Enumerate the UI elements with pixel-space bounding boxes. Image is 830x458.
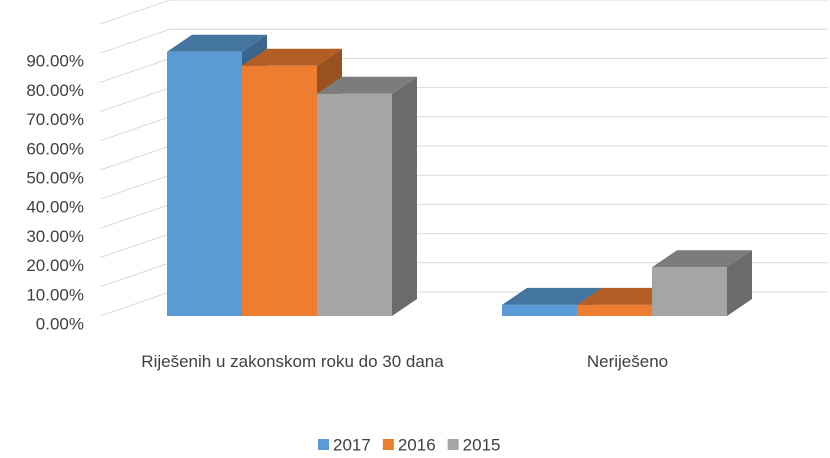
legend-swatch bbox=[318, 439, 329, 450]
y-tick-label: 70.00% bbox=[26, 110, 84, 129]
legend-swatch bbox=[447, 439, 459, 450]
bar-face bbox=[727, 250, 752, 316]
legend-label: 2015 bbox=[463, 435, 501, 454]
y-tick-label: 90.00% bbox=[26, 52, 84, 71]
legend-label: 2016 bbox=[398, 435, 436, 454]
bar-face bbox=[242, 48, 342, 66]
bar-face bbox=[652, 250, 752, 268]
bar-face bbox=[167, 51, 242, 317]
legend-label: 2017 bbox=[333, 435, 371, 454]
bar-face bbox=[652, 267, 727, 316]
y-tick-label: 20.00% bbox=[26, 256, 84, 275]
bar-face bbox=[392, 76, 417, 317]
x-tick-label: Neriješeno bbox=[586, 352, 669, 371]
x-tick-label: Riješenih u zakonskom roku do 30 dana bbox=[141, 352, 444, 371]
y-tick-label: 0.00% bbox=[36, 314, 84, 333]
bar-face bbox=[502, 304, 577, 316]
bar-face bbox=[317, 93, 392, 317]
bar-face bbox=[317, 76, 417, 94]
bar-face bbox=[167, 34, 267, 52]
legend-swatch bbox=[382, 439, 394, 450]
y-tick-label: 50.00% bbox=[26, 168, 84, 187]
bar bbox=[317, 76, 417, 317]
bar-face bbox=[242, 65, 317, 316]
bar bbox=[652, 250, 752, 316]
y-tick-label: 40.00% bbox=[26, 198, 84, 217]
y-tick-label: 80.00% bbox=[26, 81, 84, 100]
bar-face bbox=[502, 287, 602, 305]
y-tick-label: 30.00% bbox=[26, 227, 84, 246]
grid-line bbox=[99, 28, 828, 54]
bar-face bbox=[577, 304, 652, 316]
wall-edge bbox=[99, 0, 828, 25]
y-tick-label: 10.00% bbox=[26, 285, 84, 304]
y-tick-label: 60.00% bbox=[26, 139, 84, 158]
